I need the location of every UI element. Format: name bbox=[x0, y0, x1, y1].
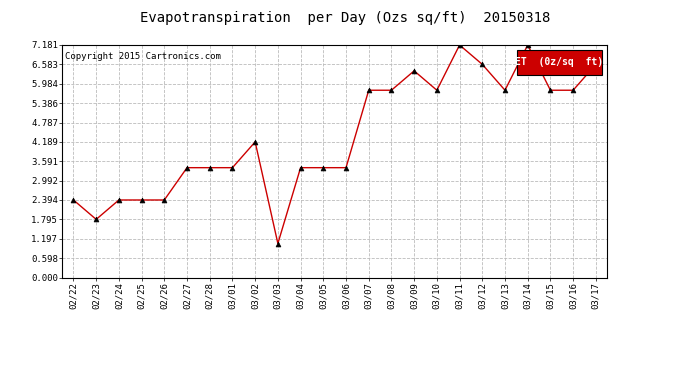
Text: ET  (0z/sq  ft): ET (0z/sq ft) bbox=[515, 57, 603, 68]
Text: Evapotranspiration  per Day (Ozs sq/ft)  20150318: Evapotranspiration per Day (Ozs sq/ft) 2… bbox=[140, 11, 550, 25]
FancyBboxPatch shape bbox=[518, 50, 602, 75]
Text: Copyright 2015 Cartronics.com: Copyright 2015 Cartronics.com bbox=[65, 52, 221, 61]
